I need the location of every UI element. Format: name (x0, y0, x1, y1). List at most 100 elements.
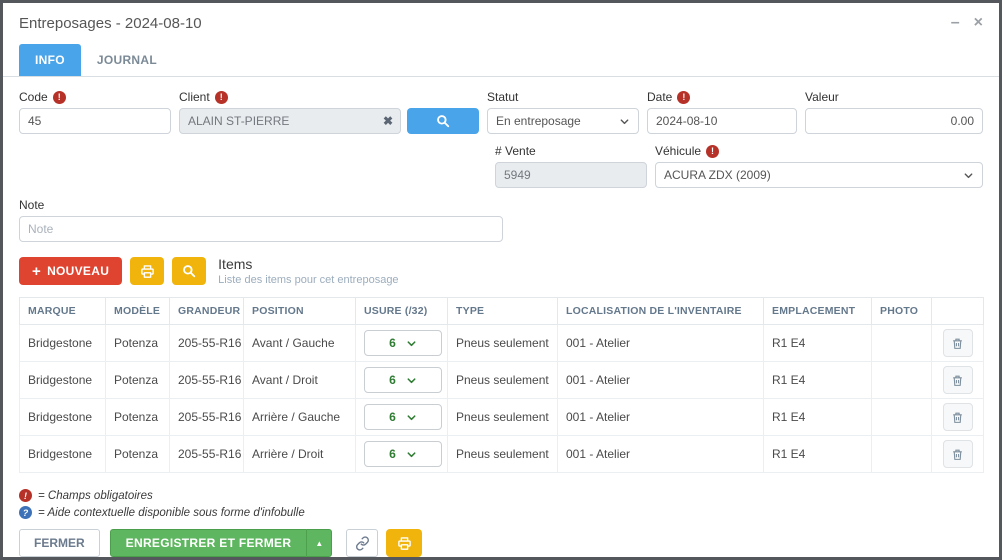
usure-value: 6 (389, 373, 396, 387)
delete-item-button[interactable] (942, 366, 973, 394)
items-table: MARQUE MODÈLE GRANDEUR POSITION USURE (/… (19, 297, 984, 473)
usure-value: 6 (389, 447, 396, 461)
statut-selected-value: En entreposage (496, 114, 581, 128)
cell-photo (871, 361, 932, 399)
statut-group: Statut En entreposage (487, 90, 639, 134)
minimize-icon[interactable]: – (950, 14, 960, 31)
close-dialog-button[interactable]: FERMER (19, 529, 100, 557)
legend: ! = Champs obligatoires ? = Aide context… (3, 489, 999, 519)
items-subtitle: Liste des items pour cet entreposage (218, 274, 399, 286)
vente-field[interactable] (495, 162, 647, 188)
note-label: Note (19, 198, 45, 212)
caret-up-icon: ▲ (315, 538, 324, 548)
date-group: Date ! (647, 90, 797, 134)
usure-value: 6 (389, 410, 396, 424)
note-group: Note (19, 198, 983, 242)
plus-icon: + (32, 262, 42, 280)
note-field[interactable] (19, 216, 503, 242)
col-type: TYPE (447, 297, 558, 325)
cell-type: Pneus seulement (447, 361, 558, 399)
tab-bar: INFO JOURNAL (3, 44, 999, 77)
window-controls: – × (951, 15, 983, 31)
table-row: Bridgestone Potenza 205-55-R16 Avant / G… (19, 324, 984, 362)
chevron-down-icon (963, 170, 974, 181)
cell-grandeur: 205-55-R16 (169, 435, 244, 473)
cell-position: Avant / Gauche (243, 324, 356, 362)
vehicule-selected-value: ACURA ZDX (2009) (664, 168, 771, 182)
usure-select[interactable]: 6 (364, 404, 442, 430)
vente-label: # Vente (495, 144, 536, 158)
client-label: Client (179, 90, 210, 104)
code-label: Code (19, 90, 48, 104)
chevron-down-icon (406, 375, 417, 386)
cell-localisation: 001 - Atelier (557, 435, 764, 473)
cell-type: Pneus seulement (447, 324, 558, 362)
usure-select[interactable]: 6 (364, 441, 442, 467)
search-items-button[interactable] (172, 257, 207, 285)
cell-emplacement: R1 E4 (763, 398, 872, 436)
usure-select[interactable]: 6 (364, 330, 442, 356)
cell-marque: Bridgestone (19, 324, 106, 362)
print-items-button[interactable] (130, 257, 165, 285)
add-item-label: NOUVEAU (47, 264, 110, 278)
valeur-label: Valeur (805, 90, 839, 104)
col-grandeur: GRANDEUR (169, 297, 244, 325)
cell-marque: Bridgestone (19, 361, 106, 399)
cell-modele: Potenza (105, 398, 170, 436)
cell-photo (871, 398, 932, 436)
save-and-close-button[interactable]: ENREGISTRER ET FERMER (109, 529, 307, 557)
table-row: Bridgestone Potenza 205-55-R16 Arrière /… (19, 435, 984, 473)
trash-icon (951, 337, 964, 350)
tab-info[interactable]: INFO (19, 44, 81, 76)
cell-grandeur: 205-55-R16 (169, 324, 244, 362)
col-usure: USURE (/32) (355, 297, 448, 325)
code-field[interactable] (19, 108, 171, 134)
trash-icon (951, 448, 964, 461)
chevron-down-icon (406, 338, 417, 349)
cell-grandeur: 205-55-R16 (169, 361, 244, 399)
cell-emplacement: R1 E4 (763, 361, 872, 399)
delete-item-button[interactable] (942, 440, 973, 468)
statut-select[interactable]: En entreposage (487, 108, 639, 134)
table-row: Bridgestone Potenza 205-55-R16 Avant / D… (19, 361, 984, 399)
client-field[interactable] (179, 108, 401, 134)
cell-marque: Bridgestone (19, 435, 106, 473)
table-row: Bridgestone Potenza 205-55-R16 Arrière /… (19, 398, 984, 436)
client-search-button[interactable] (407, 108, 479, 134)
col-marque: MARQUE (19, 297, 106, 325)
cell-modele: Potenza (105, 324, 170, 362)
required-icon: ! (19, 489, 32, 502)
copy-link-button[interactable] (346, 529, 379, 557)
required-icon: ! (214, 90, 228, 104)
valeur-field[interactable] (805, 108, 983, 134)
items-toolbar: + NOUVEAU Items Liste des it (19, 256, 983, 286)
cell-photo (871, 324, 932, 362)
cell-position: Arrière / Droit (243, 435, 356, 473)
chevron-down-icon (406, 412, 417, 423)
save-options-toggle[interactable]: ▲ (306, 529, 333, 557)
delete-item-button[interactable] (942, 403, 973, 431)
valeur-group: Valeur (805, 90, 983, 134)
usure-value: 6 (389, 336, 396, 350)
usure-select[interactable]: 6 (364, 367, 442, 393)
col-photo: PHOTO (871, 297, 932, 325)
delete-item-button[interactable] (942, 329, 973, 357)
vehicule-select[interactable]: ACURA ZDX (2009) (655, 162, 983, 188)
col-position: POSITION (243, 297, 356, 325)
print-button[interactable] (386, 529, 423, 557)
col-modele: MODÈLE (105, 297, 170, 325)
date-field[interactable] (647, 108, 797, 134)
cell-modele: Potenza (105, 435, 170, 473)
cell-photo (871, 435, 932, 473)
cell-emplacement: R1 E4 (763, 435, 872, 473)
close-icon[interactable]: × (973, 14, 983, 31)
save-button-group: ENREGISTRER ET FERMER ▲ (109, 529, 333, 557)
table-header-row: MARQUE MODÈLE GRANDEUR POSITION USURE (/… (19, 297, 984, 325)
tab-journal[interactable]: JOURNAL (96, 53, 157, 67)
add-item-button[interactable]: + NOUVEAU (19, 257, 123, 285)
form-row-1: Code ! Client ! ✖ (19, 90, 983, 134)
link-icon (355, 535, 370, 551)
clear-client-icon[interactable]: ✖ (382, 114, 393, 128)
footer-actions: FERMER ENREGISTRER ET FERMER ▲ (3, 529, 999, 557)
